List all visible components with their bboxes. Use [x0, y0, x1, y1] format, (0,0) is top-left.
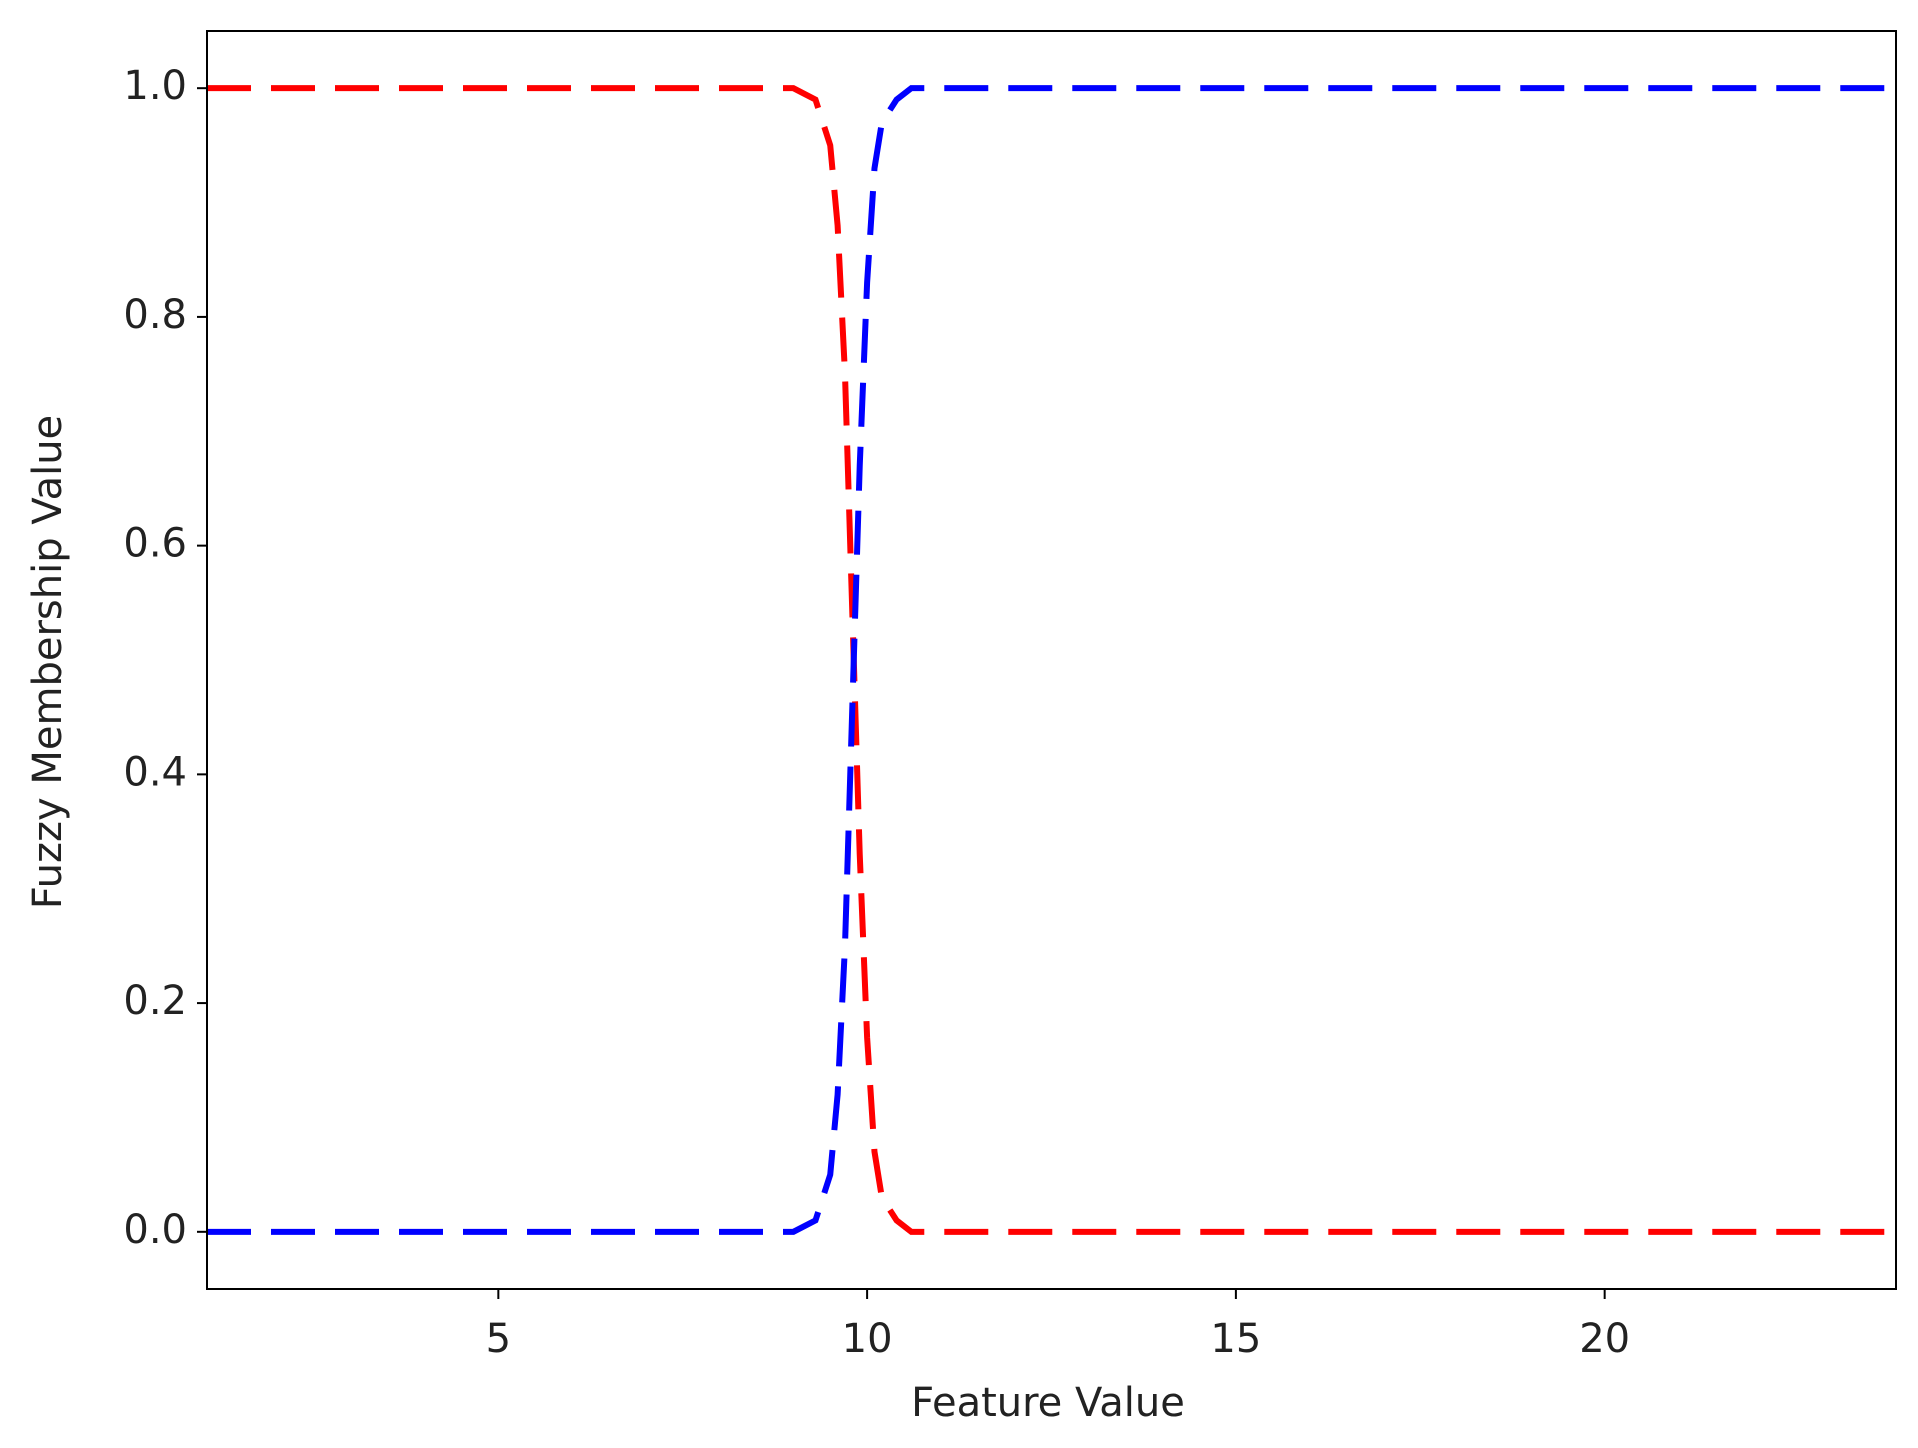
plot-frame: [206, 30, 1897, 1290]
x-axis-label: Feature Value: [911, 1380, 1185, 1426]
x-tick-label: 10: [842, 1316, 893, 1362]
x-tick-label: 15: [1210, 1316, 1261, 1362]
series-line: [207, 85, 1896, 1235]
y-axis-label: Fuzzy Membership Value: [25, 415, 71, 909]
y-tick-label: 0.4: [123, 749, 187, 795]
y-tick-label: 0.6: [123, 521, 187, 567]
y-tick-label: 0.8: [123, 292, 187, 338]
x-tick-label: 20: [1579, 1316, 1630, 1362]
y-tick-label: 0.0: [123, 1207, 187, 1253]
series-line: [207, 85, 1896, 1235]
x-tick-label: 5: [486, 1316, 511, 1362]
y-tick-label: 1.0: [123, 63, 187, 109]
y-tick-label: 0.2: [123, 978, 187, 1024]
